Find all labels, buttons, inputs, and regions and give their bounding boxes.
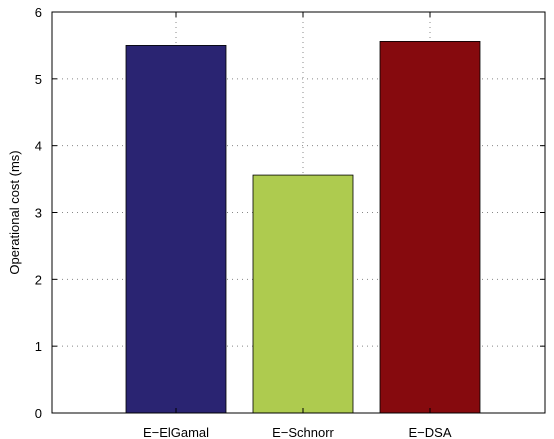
y-tick-label: 3 <box>35 206 42 221</box>
tick-marks <box>52 11 545 414</box>
x-tick-label: E−DSA <box>409 425 452 439</box>
x-tick-labels: E−ElGamal E−Schnorr E−DSA <box>143 425 452 439</box>
y-tick-label: 0 <box>35 406 42 421</box>
y-tick-label: 4 <box>35 139 42 154</box>
y-tick-label: 1 <box>35 339 42 354</box>
y-tick-label: 5 <box>35 72 42 87</box>
y-tick-labels: 0 1 2 3 4 5 6 <box>35 5 42 421</box>
y-tick-label: 6 <box>35 5 42 20</box>
x-tick-label: E−ElGamal <box>143 425 209 439</box>
bars <box>125 41 481 414</box>
y-tick-label: 2 <box>35 272 42 287</box>
x-tick-label: E−Schnorr <box>272 425 334 439</box>
bar-1 <box>125 45 227 414</box>
bar-2 <box>252 174 354 414</box>
bar-3 <box>379 41 481 414</box>
y-axis-label: Operational cost (ms) <box>7 150 22 274</box>
